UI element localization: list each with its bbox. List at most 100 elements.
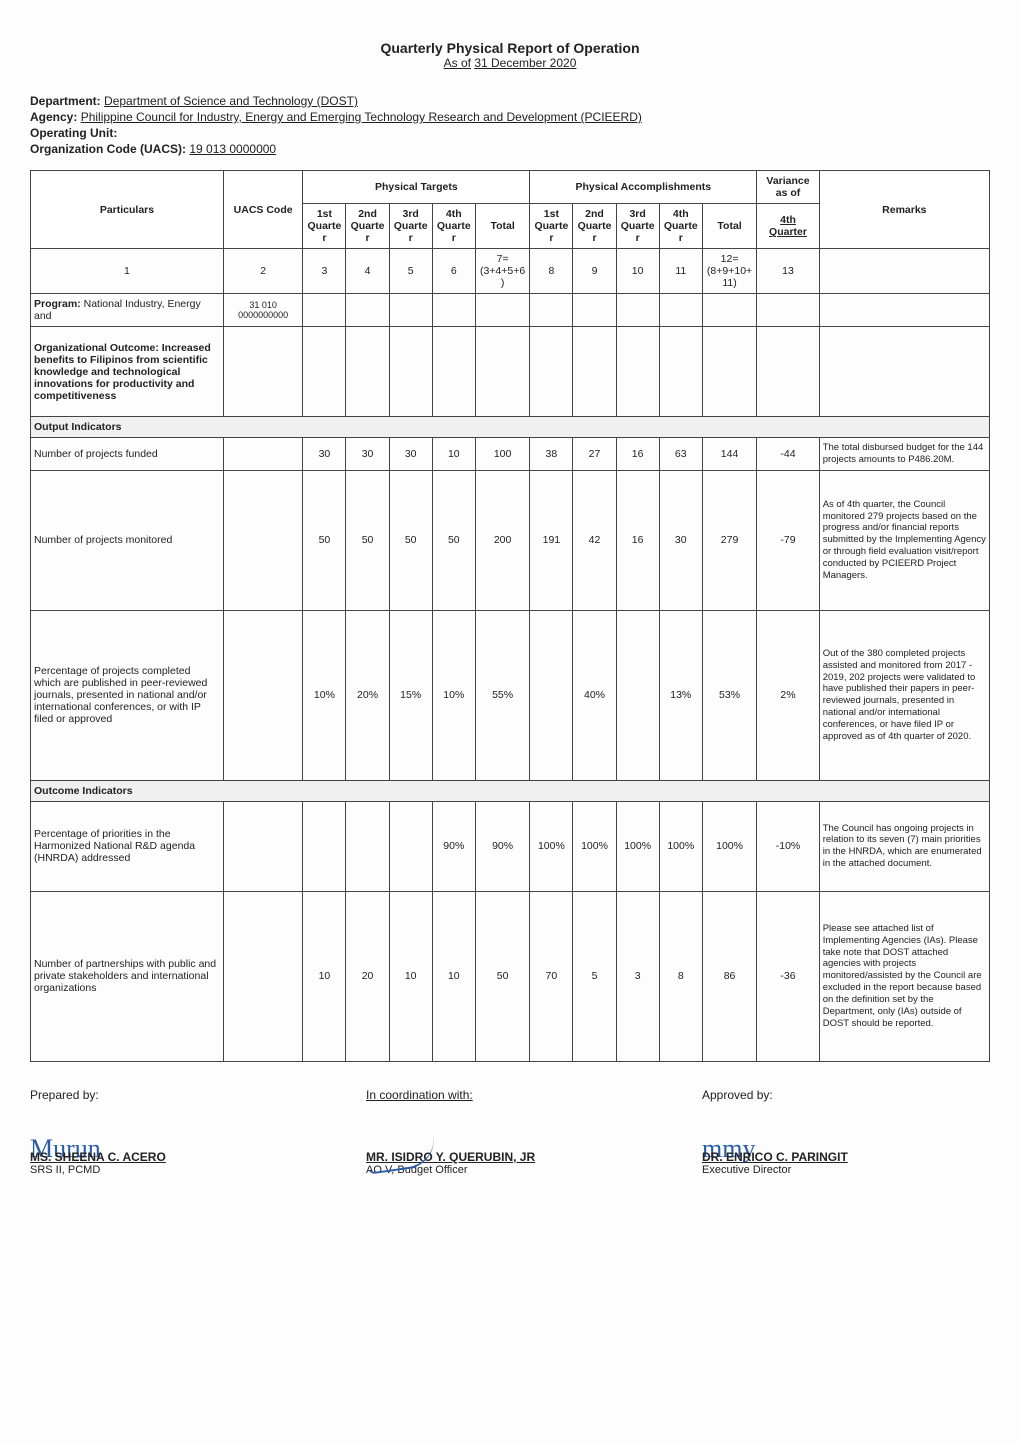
t-total: 90% bbox=[475, 801, 529, 891]
label: Percentage of priorities in the Harmoniz… bbox=[31, 801, 224, 891]
t-q1: 10 bbox=[303, 891, 346, 1061]
th-a-total: Total bbox=[702, 204, 756, 249]
th-uacs: UACS Code bbox=[223, 171, 302, 249]
th-a-q2: 2nd Quarter bbox=[573, 204, 616, 249]
row-priorities-hnrda: Percentage of priorities in the Harmoniz… bbox=[31, 801, 990, 891]
as-of-label: As of bbox=[444, 56, 471, 70]
th-t-q3: 3rd Quarter bbox=[389, 204, 432, 249]
report-table: Particulars UACS Code Physical Targets P… bbox=[30, 170, 990, 1062]
th-a-q1: 1st Quarter bbox=[530, 204, 573, 249]
report-title: Quarterly Physical Report of Operation bbox=[30, 40, 990, 56]
a-total: 144 bbox=[702, 438, 756, 471]
sig-coord: In coordination with: MR. ISIDRO Y. QUER… bbox=[366, 1088, 654, 1176]
orgcode-label: Organization Code (UACS): bbox=[30, 142, 186, 156]
fc8: 8 bbox=[530, 249, 573, 294]
coord-label: In coordination with: bbox=[366, 1088, 654, 1102]
remarks: Out of the 380 completed projects assist… bbox=[819, 610, 989, 780]
prepared-label: Prepared by: bbox=[30, 1088, 318, 1102]
dept-value: Department of Science and Technology (DO… bbox=[104, 94, 358, 108]
th-variance: Variance as of bbox=[757, 171, 819, 204]
a-q1: 38 bbox=[530, 438, 573, 471]
signature-row: Prepared by: Murun MS. SHEENA C. ACERO S… bbox=[30, 1088, 990, 1176]
row-projects-completed-pct: Percentage of projects completed which a… bbox=[31, 610, 990, 780]
t-q1: 30 bbox=[303, 438, 346, 471]
t-q2 bbox=[346, 801, 389, 891]
fc11: 11 bbox=[659, 249, 702, 294]
variance: -36 bbox=[757, 891, 819, 1061]
t-q1: 10% bbox=[303, 610, 346, 780]
th-t-total: Total bbox=[475, 204, 529, 249]
program-row: Program: National Industry, Energy and 3… bbox=[31, 294, 990, 327]
a-q3: 16 bbox=[616, 438, 659, 471]
a-q3 bbox=[616, 610, 659, 780]
approved-label: Approved by: bbox=[702, 1088, 990, 1102]
a-q2: 42 bbox=[573, 470, 616, 610]
t-q2: 50 bbox=[346, 470, 389, 610]
outcome-indicators-label: Outcome Indicators bbox=[31, 780, 990, 801]
th-t-q4: 4th Quarter bbox=[432, 204, 475, 249]
a-q2: 40% bbox=[573, 610, 616, 780]
fc6: 6 bbox=[432, 249, 475, 294]
t-q3: 30 bbox=[389, 438, 432, 471]
fc4: 4 bbox=[346, 249, 389, 294]
a-total: 86 bbox=[702, 891, 756, 1061]
remarks: As of 4th quarter, the Council monitored… bbox=[819, 470, 989, 610]
t-q4: 10% bbox=[432, 610, 475, 780]
t-q4: 10 bbox=[432, 891, 475, 1061]
row-partnerships: Number of partnerships with public and p… bbox=[31, 891, 990, 1061]
fc13: 13 bbox=[757, 249, 819, 294]
t-q1: 50 bbox=[303, 470, 346, 610]
a-q4: 8 bbox=[659, 891, 702, 1061]
t-total: 200 bbox=[475, 470, 529, 610]
t-q4: 50 bbox=[432, 470, 475, 610]
a-q4: 30 bbox=[659, 470, 702, 610]
outcome-indicators-row: Outcome Indicators bbox=[31, 780, 990, 801]
th-var-q4: 4th Quarter bbox=[757, 204, 819, 249]
approved-title: Executive Director bbox=[702, 1164, 990, 1176]
t-q2: 30 bbox=[346, 438, 389, 471]
fc2: 2 bbox=[223, 249, 302, 294]
fc5: 5 bbox=[389, 249, 432, 294]
t-q3 bbox=[389, 801, 432, 891]
prepared-title: SRS II, PCMD bbox=[30, 1164, 318, 1176]
a-q1 bbox=[530, 610, 573, 780]
dept-label: Department: bbox=[30, 94, 101, 108]
sig-prepared: Prepared by: Murun MS. SHEENA C. ACERO S… bbox=[30, 1088, 318, 1176]
a-q2: 5 bbox=[573, 891, 616, 1061]
opunit-label: Operating Unit: bbox=[30, 126, 117, 140]
variance: 2% bbox=[757, 610, 819, 780]
org-outcome-text: Organizational Outcome: Increased benefi… bbox=[34, 342, 211, 402]
row-projects-monitored: Number of projects monitored 50 50 50 50… bbox=[31, 470, 990, 610]
a-q3: 100% bbox=[616, 801, 659, 891]
report-subtitle: As of 31 December 2020 bbox=[30, 56, 990, 70]
a-q4: 13% bbox=[659, 610, 702, 780]
label: Number of projects funded bbox=[31, 438, 224, 471]
remarks: Please see attached list of Implementing… bbox=[819, 891, 989, 1061]
variance: -79 bbox=[757, 470, 819, 610]
a-total: 53% bbox=[702, 610, 756, 780]
remarks: The Council has ongoing projects in rela… bbox=[819, 801, 989, 891]
output-indicators-row: Output Indicators bbox=[31, 417, 990, 438]
org-outcome-row: Organizational Outcome: Increased benefi… bbox=[31, 327, 990, 417]
th-particulars: Particulars bbox=[31, 171, 224, 249]
label: Number of partnerships with public and p… bbox=[31, 891, 224, 1061]
th-targets: Physical Targets bbox=[303, 171, 530, 204]
t-q2: 20 bbox=[346, 891, 389, 1061]
fc1: 1 bbox=[31, 249, 224, 294]
meta-block: Department: Department of Science and Te… bbox=[30, 94, 990, 156]
remarks: The total disbursed budget for the 144 p… bbox=[819, 438, 989, 471]
a-q3: 3 bbox=[616, 891, 659, 1061]
variance: -44 bbox=[757, 438, 819, 471]
output-indicators-label: Output Indicators bbox=[31, 417, 990, 438]
a-q2: 27 bbox=[573, 438, 616, 471]
prepared-name: MS. SHEENA C. ACERO bbox=[30, 1150, 318, 1164]
fc10: 10 bbox=[616, 249, 659, 294]
label: Number of projects monitored bbox=[31, 470, 224, 610]
a-total: 279 bbox=[702, 470, 756, 610]
a-q4: 100% bbox=[659, 801, 702, 891]
agency-label: Agency: bbox=[30, 110, 77, 124]
th-a-q4: 4th Quarter bbox=[659, 204, 702, 249]
th-accomp: Physical Accomplishments bbox=[530, 171, 757, 204]
fc7: 7=(3+4+5+6) bbox=[475, 249, 529, 294]
t-total: 100 bbox=[475, 438, 529, 471]
